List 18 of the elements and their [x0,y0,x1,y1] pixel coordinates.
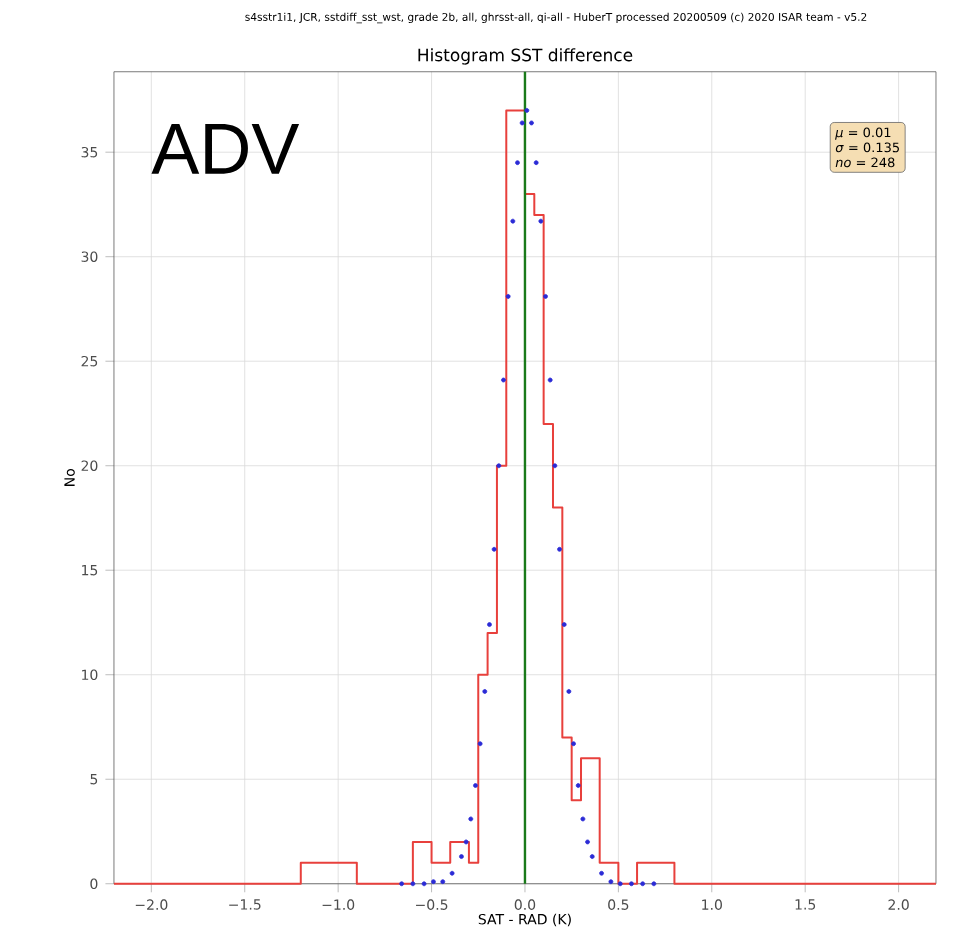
point [449,870,455,876]
point [552,463,558,469]
point [651,881,657,887]
point [440,879,446,885]
point [547,377,553,383]
point [580,816,586,822]
point [538,218,544,224]
point [399,881,405,887]
point [410,881,416,887]
chart-title: Histogram SST difference [418,48,633,65]
point [491,546,497,552]
point [496,463,502,469]
point [510,218,516,224]
point [608,879,614,885]
point [640,881,646,887]
point [421,881,427,887]
annotation: ADV [151,124,300,174]
point [617,881,623,887]
